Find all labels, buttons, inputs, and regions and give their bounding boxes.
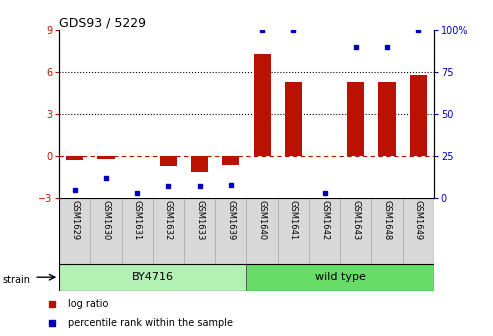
Text: GSM1631: GSM1631 <box>133 200 141 241</box>
Text: GSM1630: GSM1630 <box>102 200 110 241</box>
Text: GDS93 / 5229: GDS93 / 5229 <box>59 16 146 29</box>
Bar <box>278 198 309 264</box>
Bar <box>246 264 434 291</box>
Text: GSM1642: GSM1642 <box>320 200 329 240</box>
Bar <box>153 198 184 264</box>
Text: wild type: wild type <box>315 272 366 282</box>
Bar <box>59 198 90 264</box>
Text: GSM1649: GSM1649 <box>414 200 423 240</box>
Bar <box>90 198 122 264</box>
Bar <box>160 156 177 166</box>
Bar <box>379 82 395 156</box>
Text: log ratio: log ratio <box>68 299 108 309</box>
Text: GSM1632: GSM1632 <box>164 200 173 241</box>
Bar <box>340 198 371 264</box>
Text: GSM1648: GSM1648 <box>383 200 391 241</box>
Text: strain: strain <box>2 275 31 285</box>
Bar <box>309 198 340 264</box>
Bar <box>122 198 153 264</box>
Bar <box>347 82 364 156</box>
Bar <box>371 198 403 264</box>
Text: BY4716: BY4716 <box>132 272 174 282</box>
Bar <box>66 156 83 161</box>
Bar <box>410 75 427 156</box>
Bar <box>184 198 215 264</box>
Text: GSM1643: GSM1643 <box>352 200 360 241</box>
Bar <box>403 198 434 264</box>
Bar <box>59 264 246 291</box>
Text: percentile rank within the sample: percentile rank within the sample <box>68 318 233 328</box>
Bar <box>215 198 246 264</box>
Bar <box>98 156 114 159</box>
Text: GSM1640: GSM1640 <box>258 200 267 240</box>
Bar <box>253 54 271 156</box>
Bar <box>246 198 278 264</box>
Bar <box>222 156 240 165</box>
Text: GSM1633: GSM1633 <box>195 200 204 241</box>
Text: GSM1639: GSM1639 <box>226 200 235 241</box>
Bar <box>191 156 208 172</box>
Bar <box>285 82 302 156</box>
Text: GSM1641: GSM1641 <box>289 200 298 240</box>
Text: GSM1629: GSM1629 <box>70 200 79 240</box>
